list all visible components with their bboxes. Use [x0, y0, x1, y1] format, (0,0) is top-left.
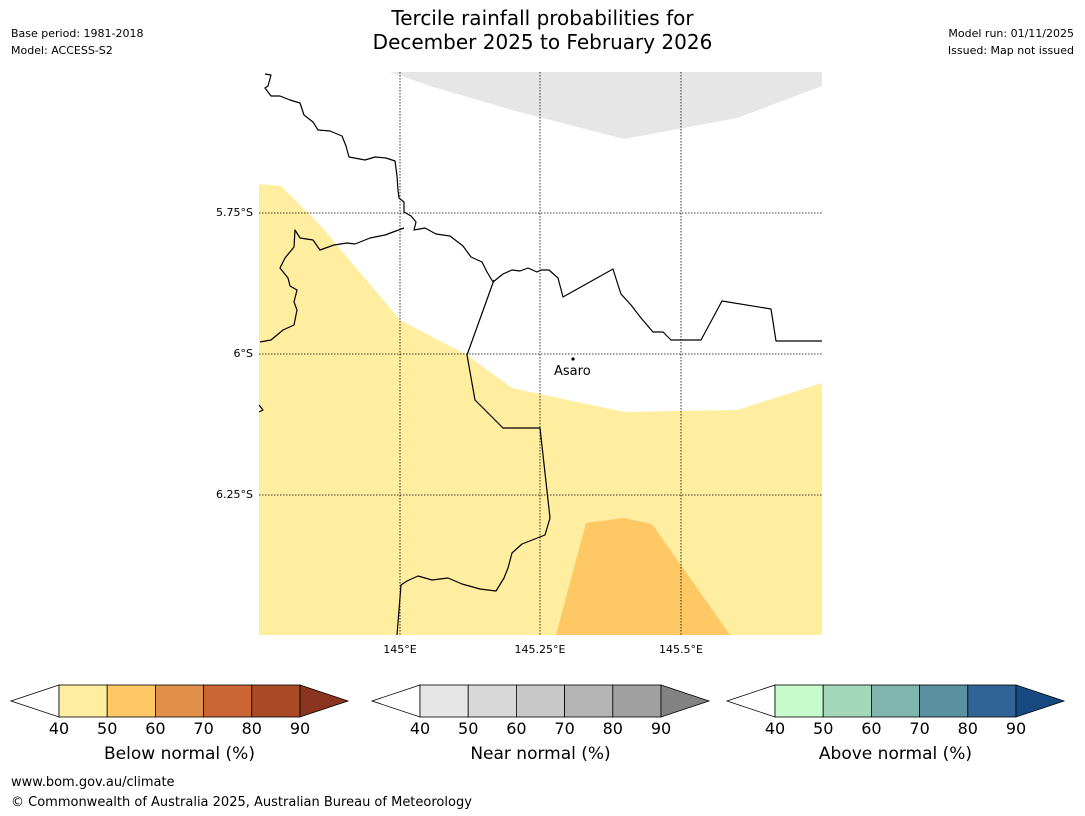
colorbar-tick-label: 70	[909, 719, 930, 738]
lon-label-145-5: 145.5°E	[659, 643, 703, 656]
colorbar-title: Below normal (%)	[104, 744, 255, 764]
colorbar-tick-label: 80	[241, 719, 262, 738]
colorbar-title: Near normal (%)	[470, 744, 611, 764]
colorbar-tick-label: 40	[764, 719, 786, 738]
colorbar-tick-label: 40	[409, 719, 431, 738]
colorbar-tick-label: 90	[289, 719, 311, 738]
colorbar-tick-label: 50	[97, 719, 118, 738]
colorbar-tick-label: 70	[554, 719, 575, 738]
colorbar-tick-label: 90	[650, 719, 672, 738]
colorbar-tick-label: 50	[813, 719, 834, 738]
map-title: Tercile rainfall probabilities for Decem…	[0, 6, 1085, 54]
graticule	[259, 72, 822, 635]
lat-label-5-75: 5.75°S	[216, 206, 253, 219]
issued-status: Issued: Map not issued	[947, 44, 1074, 57]
province-boundaries	[259, 73, 822, 635]
footer-url: www.bom.gov.au/climate	[11, 775, 175, 790]
asaro-marker	[571, 357, 575, 361]
model-run: Model run: 01/11/2025	[948, 27, 1074, 40]
lat-label-6: 6°S	[233, 347, 253, 360]
place-label-asaro: Asaro	[554, 364, 591, 379]
colorbar-tick-label: 60	[861, 719, 882, 738]
colorbar-tick-label: 60	[145, 719, 166, 738]
colorbar-tick-label: 60	[506, 719, 527, 738]
title-line-2: December 2025 to February 2026	[372, 30, 713, 54]
colorbar-tick-label: 90	[1005, 719, 1027, 738]
below-normal-50-region	[556, 518, 730, 635]
near-normal-region	[390, 72, 822, 139]
lon-label-145-25: 145.25°E	[514, 643, 566, 656]
colorbar-tick-label: 40	[48, 719, 70, 738]
lat-label-6-25: 6.25°S	[216, 488, 253, 501]
colorbar-tick-label: 50	[458, 719, 479, 738]
colorbar-tick-label: 80	[957, 719, 978, 738]
colorbar-tick-label: 70	[193, 719, 214, 738]
base-period: Base period: 1981-2018	[11, 27, 144, 40]
colorbar-title: Above normal (%)	[818, 744, 973, 764]
model-name: Model: ACCESS-S2	[11, 44, 113, 57]
footer-copyright: © Commonwealth of Australia 2025, Austra…	[11, 795, 472, 810]
colorbar-tick-label: 80	[602, 719, 623, 738]
lon-label-145: 145°E	[383, 643, 417, 656]
title-line-1: Tercile rainfall probabilities for	[391, 6, 694, 30]
